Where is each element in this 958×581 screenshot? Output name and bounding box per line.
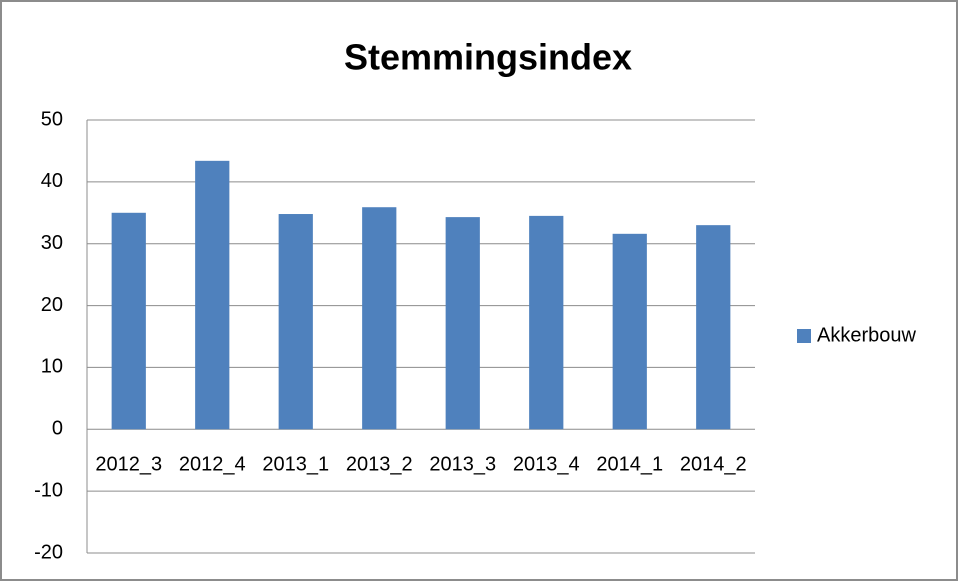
y-tick-label: -20 xyxy=(34,541,63,563)
x-tick-label: 2013_3 xyxy=(429,454,496,476)
x-tick-label: 2013_2 xyxy=(346,454,413,476)
y-tick-label: 20 xyxy=(41,294,63,316)
legend-label: Akkerbouw xyxy=(817,324,916,346)
bar xyxy=(362,207,397,430)
x-tick-label: 2013_4 xyxy=(513,454,580,476)
y-tick-label: 40 xyxy=(41,170,63,192)
bar xyxy=(696,225,731,430)
bar xyxy=(612,233,647,430)
bar xyxy=(529,215,564,430)
x-tick-label: 2013_1 xyxy=(262,454,329,476)
bar xyxy=(278,214,313,430)
x-tick-label: 2012_3 xyxy=(95,454,162,476)
y-tick-label: 30 xyxy=(41,232,63,254)
x-tick-label: 2014_2 xyxy=(680,454,747,476)
bar xyxy=(445,217,480,430)
y-tick-label: 0 xyxy=(52,418,63,440)
chart-title: Stemmingsindex xyxy=(344,37,632,78)
legend-swatch xyxy=(797,329,811,343)
y-tick-label: -10 xyxy=(34,479,63,501)
bar xyxy=(111,212,146,430)
bar xyxy=(195,160,230,430)
y-tick-label: 50 xyxy=(41,108,63,130)
x-tick-label: 2014_1 xyxy=(596,454,663,476)
y-tick-label: 10 xyxy=(41,356,63,378)
x-tick-label: 2012_4 xyxy=(179,454,246,476)
